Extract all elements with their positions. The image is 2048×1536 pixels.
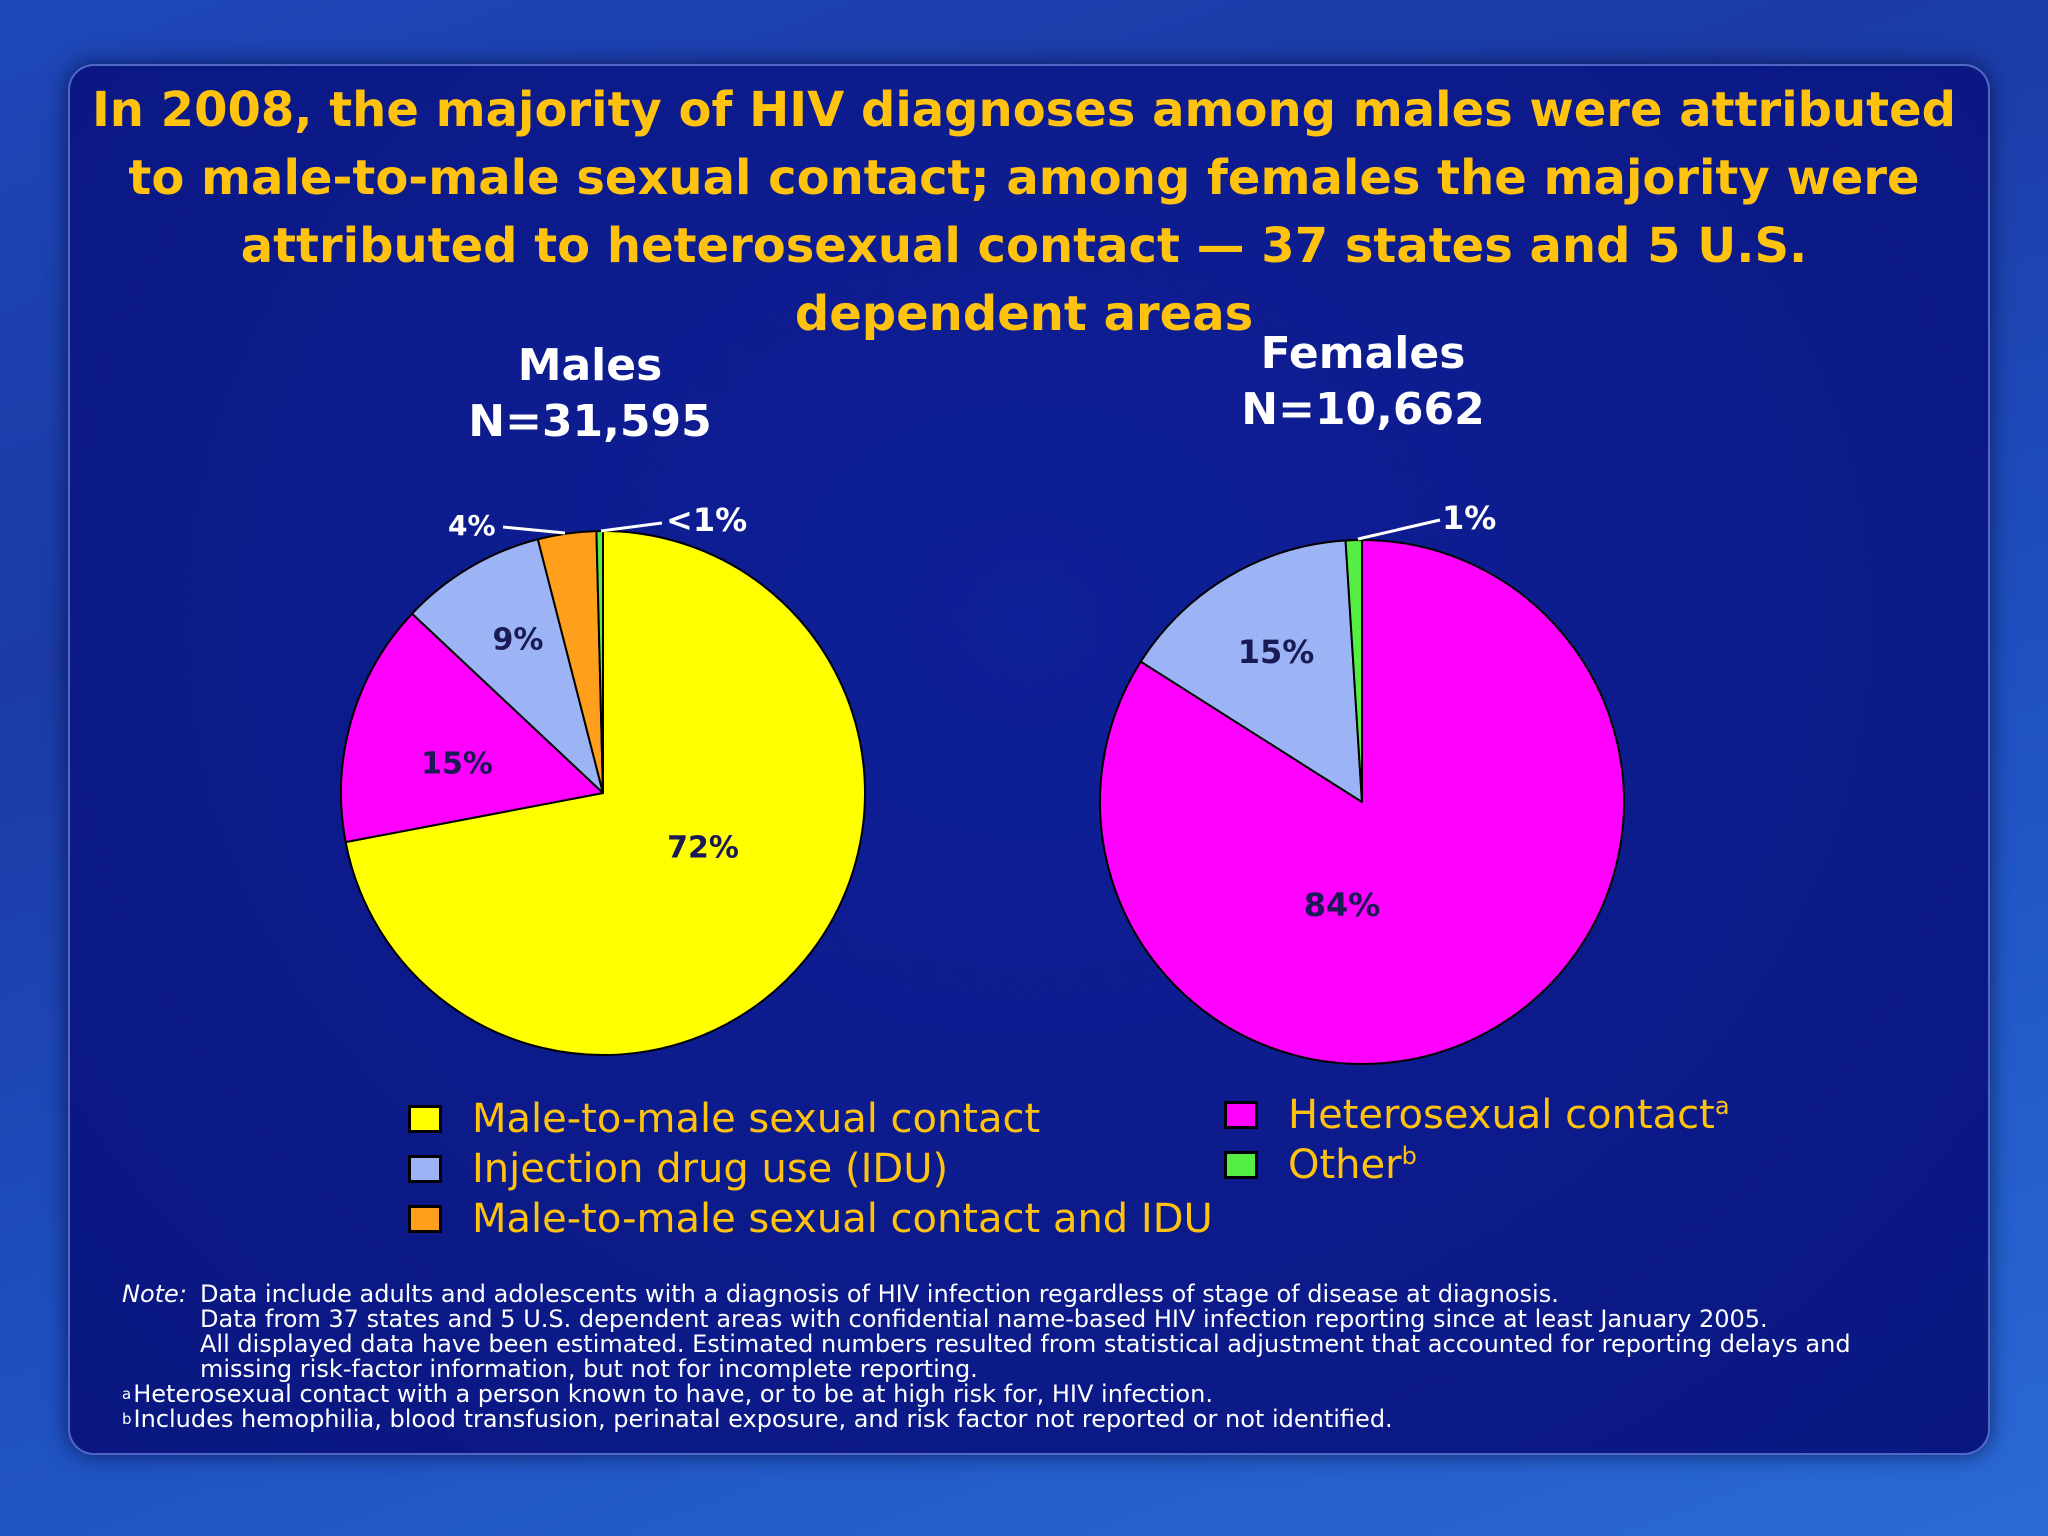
males-chart-subtitle: N=31,595 [468,396,712,447]
note-line: missing risk-factor information, but not… [200,1355,978,1383]
males-leader-line-other [600,521,663,533]
legend-swatch-other [1224,1151,1258,1179]
footnote-mark: b [122,1410,132,1428]
footnote-b: b Includes hemophilia, blood transfusion… [122,1407,1962,1432]
legend-swatch-heterosexual [1224,1101,1258,1129]
males-leader-line-male-to-male-sexual-contact-and-idu [502,525,566,535]
legend-label-mm-and-idu: Male-to-male sexual contact and IDU [472,1196,1213,1242]
note-line: Data include adults and adolescents with… [200,1280,1559,1308]
males-label-male-to-male-sexual-contact: 72% [667,831,739,866]
note-label: Note: [122,1280,187,1308]
legend-label-other: Otherb [1288,1142,1417,1188]
legend-item-male-to-male: Male-to-male sexual contact [408,1094,1213,1144]
females-label-other: 1% [1442,499,1496,537]
males-label-heterosexual-contact: 15% [421,747,493,782]
females-slice-heterosexual-contact [1099,539,1625,1065]
females-slice-other [1344,539,1363,803]
females-slice-injection-drug-use-idu [1139,539,1363,803]
legend-right: Heterosexual contacta Otherb [1224,1090,1730,1190]
females-label-heterosexual-contact: 84% [1304,886,1381,924]
legend-swatch-male-to-male [408,1105,442,1133]
footnote-text: Includes hemophilia, blood transfusion, … [133,1405,1393,1433]
legend-label-idu: Injection drug use (IDU) [472,1146,949,1192]
legend-footnote-mark-b: b [1401,1142,1417,1170]
legend-footnote-mark-a: a [1714,1092,1730,1120]
legend-swatch-mm-and-idu [408,1205,442,1233]
legend-item-heterosexual: Heterosexual contacta [1224,1090,1730,1140]
females-leader-line-other [1357,518,1441,541]
males-label-male-to-male-sexual-contact-and-idu: 4% [448,509,496,542]
footnote-mark: a [122,1385,132,1403]
males-slice-heterosexual-contact [340,612,604,844]
footnote-text: Heterosexual contact with a person known… [133,1380,1213,1408]
males-chart-title: Males [517,340,663,391]
legend-item-other: Otherb [1224,1140,1730,1190]
note-row: Note: Data include adults and adolescent… [122,1282,1962,1382]
males-label-injection-drug-use-idu: 9% [493,623,544,658]
males-chart-header: Males N=31,595 [390,338,790,450]
footnote-a: a Heterosexual contact with a person kno… [122,1382,1962,1407]
legend-label-heterosexual: Heterosexual contacta [1288,1092,1730,1138]
females-label-injection-drug-use-idu: 15% [1238,633,1315,671]
slide-title: In 2008, the majority of HIV diagnoses a… [91,82,1957,342]
legend-label-male-to-male: Male-to-male sexual contact [472,1096,1041,1142]
legend-item-idu: Injection drug use (IDU) [408,1144,1213,1194]
legend-swatch-idu [408,1155,442,1183]
footnotes-block: Note: Data include adults and adolescent… [122,1282,1962,1432]
males-slice-male-to-male-sexual-contact [344,530,866,1056]
note-line: All displayed data have been estimated. … [200,1330,1851,1358]
females-chart-title: Females [1260,328,1466,379]
females-chart-header: Females N=10,662 [1163,326,1563,438]
males-slice-injection-drug-use-idu [411,538,604,794]
legend-left: Male-to-male sexual contact Injection dr… [408,1094,1213,1244]
legend-item-mm-and-idu: Male-to-male sexual contact and IDU [408,1194,1213,1244]
note-line: Data from 37 states and 5 U.S. dependent… [200,1305,1768,1333]
note-text: Data include adults and adolescents with… [200,1282,1851,1382]
males-label-other: <1% [666,501,747,539]
females-chart-subtitle: N=10,662 [1241,384,1485,435]
